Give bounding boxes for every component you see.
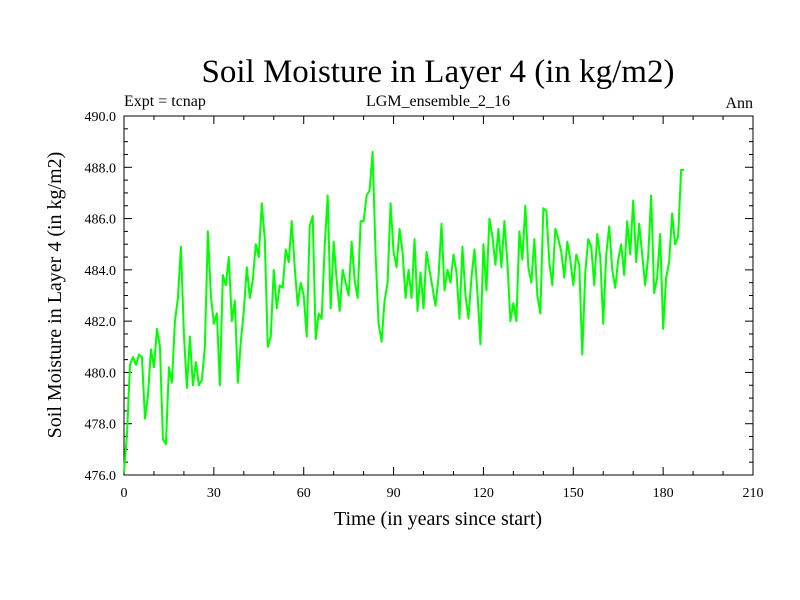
x-tick-label: 90: [387, 486, 401, 501]
x-tick-label: 150: [563, 486, 584, 501]
y-tick-label: 480.0: [85, 366, 117, 381]
y-tick-label: 490.0: [85, 110, 117, 125]
y-axis-label: Soil Moisture in Layer 4 (in kg/m2): [44, 152, 66, 439]
x-tick-label: 60: [297, 486, 311, 501]
x-axis: 0 30 60 90 120 150 180 210: [121, 116, 764, 501]
y-tick-label: 482.0: [85, 315, 117, 330]
chart-subtitle-center: LGM_ensemble_2_16: [366, 93, 510, 110]
y-tick-label: 488.0: [85, 161, 117, 176]
x-axis-label: Time (in years since start): [334, 508, 542, 530]
y-tick-label: 478.0: [85, 418, 117, 433]
chart-title: Soil Moisture in Layer 4 (in kg/m2): [202, 54, 675, 90]
y-axis: 476.0 478.0 480.0 482.0 484.0 486.0 488.0 490.0: [85, 110, 753, 484]
y-tick-label: 484.0: [85, 264, 117, 279]
series-layer: [123, 150, 685, 473]
y-tick-label: 476.0: [85, 469, 117, 484]
plot-area-frame: [123, 115, 754, 476]
y-tick-label: 486.0: [85, 213, 117, 228]
x-tick-label: 210: [743, 486, 764, 501]
chart-subtitle-left: Expt = tcnap: [124, 93, 206, 110]
series-line: [123, 150, 685, 473]
x-tick-label: 120: [473, 486, 494, 501]
chart-subtitle-right: Ann: [725, 95, 753, 112]
x-tick-label: 30: [207, 486, 221, 501]
x-tick-label: 180: [653, 486, 674, 501]
x-tick-label: 0: [121, 486, 128, 501]
